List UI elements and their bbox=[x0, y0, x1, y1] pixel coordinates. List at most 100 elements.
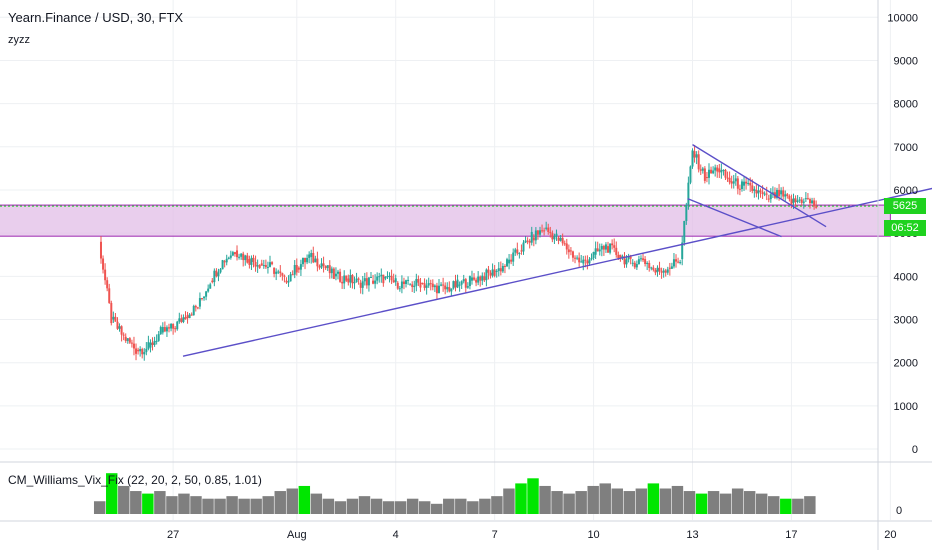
symbol-title[interactable]: Yearn.Finance / USD, 30, FTX bbox=[8, 10, 184, 25]
vix-fix-histogram-layer bbox=[93, 473, 816, 514]
vix-bar bbox=[743, 491, 756, 514]
vix-bar bbox=[659, 488, 672, 514]
candle-body bbox=[271, 262, 274, 265]
candle-body bbox=[712, 170, 715, 174]
candle-body bbox=[512, 252, 515, 262]
candle-body bbox=[110, 302, 113, 324]
vix-bar bbox=[106, 473, 118, 514]
candle-body bbox=[320, 263, 323, 268]
candle-body bbox=[341, 281, 344, 284]
candle-body bbox=[528, 240, 531, 243]
candle-body bbox=[468, 276, 471, 287]
trendline bbox=[692, 144, 827, 228]
x-tick-label: 20 bbox=[884, 529, 896, 541]
candle-body bbox=[545, 227, 548, 229]
candle-body bbox=[306, 257, 309, 263]
candle-body bbox=[738, 188, 741, 190]
candle-body bbox=[450, 288, 453, 292]
candle-body bbox=[495, 270, 498, 273]
vix-bar bbox=[563, 493, 575, 514]
candle-body bbox=[524, 240, 527, 243]
candle-body bbox=[221, 260, 224, 270]
candle-body bbox=[242, 253, 245, 261]
candle-body bbox=[411, 284, 414, 288]
candle-body bbox=[260, 263, 263, 266]
candle-body bbox=[714, 167, 717, 171]
candle-body bbox=[180, 318, 183, 322]
candle-body bbox=[668, 267, 671, 269]
candle-body bbox=[452, 281, 455, 289]
candle-body bbox=[147, 342, 150, 349]
candle-body bbox=[802, 201, 805, 203]
candle-body bbox=[236, 250, 239, 258]
candle-body bbox=[724, 169, 727, 178]
candle-body bbox=[277, 271, 280, 273]
candle-body bbox=[334, 273, 337, 277]
candle-body bbox=[475, 279, 478, 283]
candle-body bbox=[586, 260, 589, 264]
candle-body bbox=[176, 321, 179, 330]
candle-body bbox=[790, 199, 793, 206]
vix-bar bbox=[780, 498, 792, 514]
candle-body bbox=[200, 298, 203, 300]
candle-body bbox=[491, 269, 494, 276]
candle-body bbox=[654, 269, 657, 273]
candle-body bbox=[227, 257, 230, 259]
candle-body bbox=[252, 257, 255, 262]
candle-body bbox=[448, 287, 451, 292]
candle-body bbox=[174, 328, 177, 330]
candle-body bbox=[611, 243, 614, 246]
trendline bbox=[687, 197, 782, 238]
candle-body bbox=[627, 256, 630, 260]
candle-body bbox=[262, 264, 265, 266]
candle-body bbox=[365, 278, 368, 286]
candle-body bbox=[215, 270, 218, 277]
candle-body bbox=[685, 204, 688, 221]
candle-body bbox=[536, 230, 539, 235]
candle-body bbox=[153, 340, 156, 345]
candle-body bbox=[757, 190, 760, 194]
candle-body bbox=[656, 267, 659, 273]
vix-bar bbox=[587, 485, 599, 514]
candle-body bbox=[254, 261, 257, 267]
y-tick-label: 4000 bbox=[894, 271, 918, 283]
candle-body bbox=[343, 275, 346, 284]
indicator-label[interactable]: CM_Williams_Vix_Fix (22, 20, 2, 50, 0.85… bbox=[8, 473, 262, 487]
candle-body bbox=[405, 280, 408, 285]
candle-body bbox=[584, 259, 587, 261]
candle-body bbox=[425, 285, 428, 288]
vix-bar bbox=[310, 493, 323, 514]
candle-body bbox=[149, 342, 152, 348]
candle-body bbox=[788, 196, 791, 200]
candle-body bbox=[446, 287, 449, 290]
candle-body bbox=[396, 282, 399, 289]
vix-bar bbox=[298, 485, 311, 514]
candle-body bbox=[804, 198, 807, 200]
candle-body bbox=[784, 194, 787, 197]
x-tick-label: 27 bbox=[167, 529, 179, 541]
candle-body bbox=[679, 262, 682, 264]
candle-body bbox=[644, 259, 647, 265]
candle-body bbox=[662, 270, 665, 273]
candle-body bbox=[631, 262, 634, 264]
candle-body bbox=[374, 280, 377, 284]
candle-body bbox=[693, 151, 696, 158]
candle-body bbox=[357, 278, 360, 280]
candle-body bbox=[332, 268, 335, 279]
candle-body bbox=[751, 185, 754, 191]
candle-body bbox=[143, 352, 146, 355]
candle-body bbox=[792, 198, 795, 203]
candle-body bbox=[369, 277, 372, 279]
y-tick-label: 2000 bbox=[894, 358, 918, 370]
candle-body bbox=[184, 317, 187, 320]
candle-body bbox=[198, 298, 201, 307]
candle-body bbox=[392, 280, 395, 283]
candle-body bbox=[283, 275, 286, 277]
vix-bar bbox=[214, 498, 226, 514]
vix-bar bbox=[768, 496, 780, 514]
candle-body bbox=[351, 275, 354, 284]
candle-body bbox=[386, 276, 389, 278]
candle-body bbox=[330, 268, 333, 274]
candle-body bbox=[598, 249, 601, 252]
